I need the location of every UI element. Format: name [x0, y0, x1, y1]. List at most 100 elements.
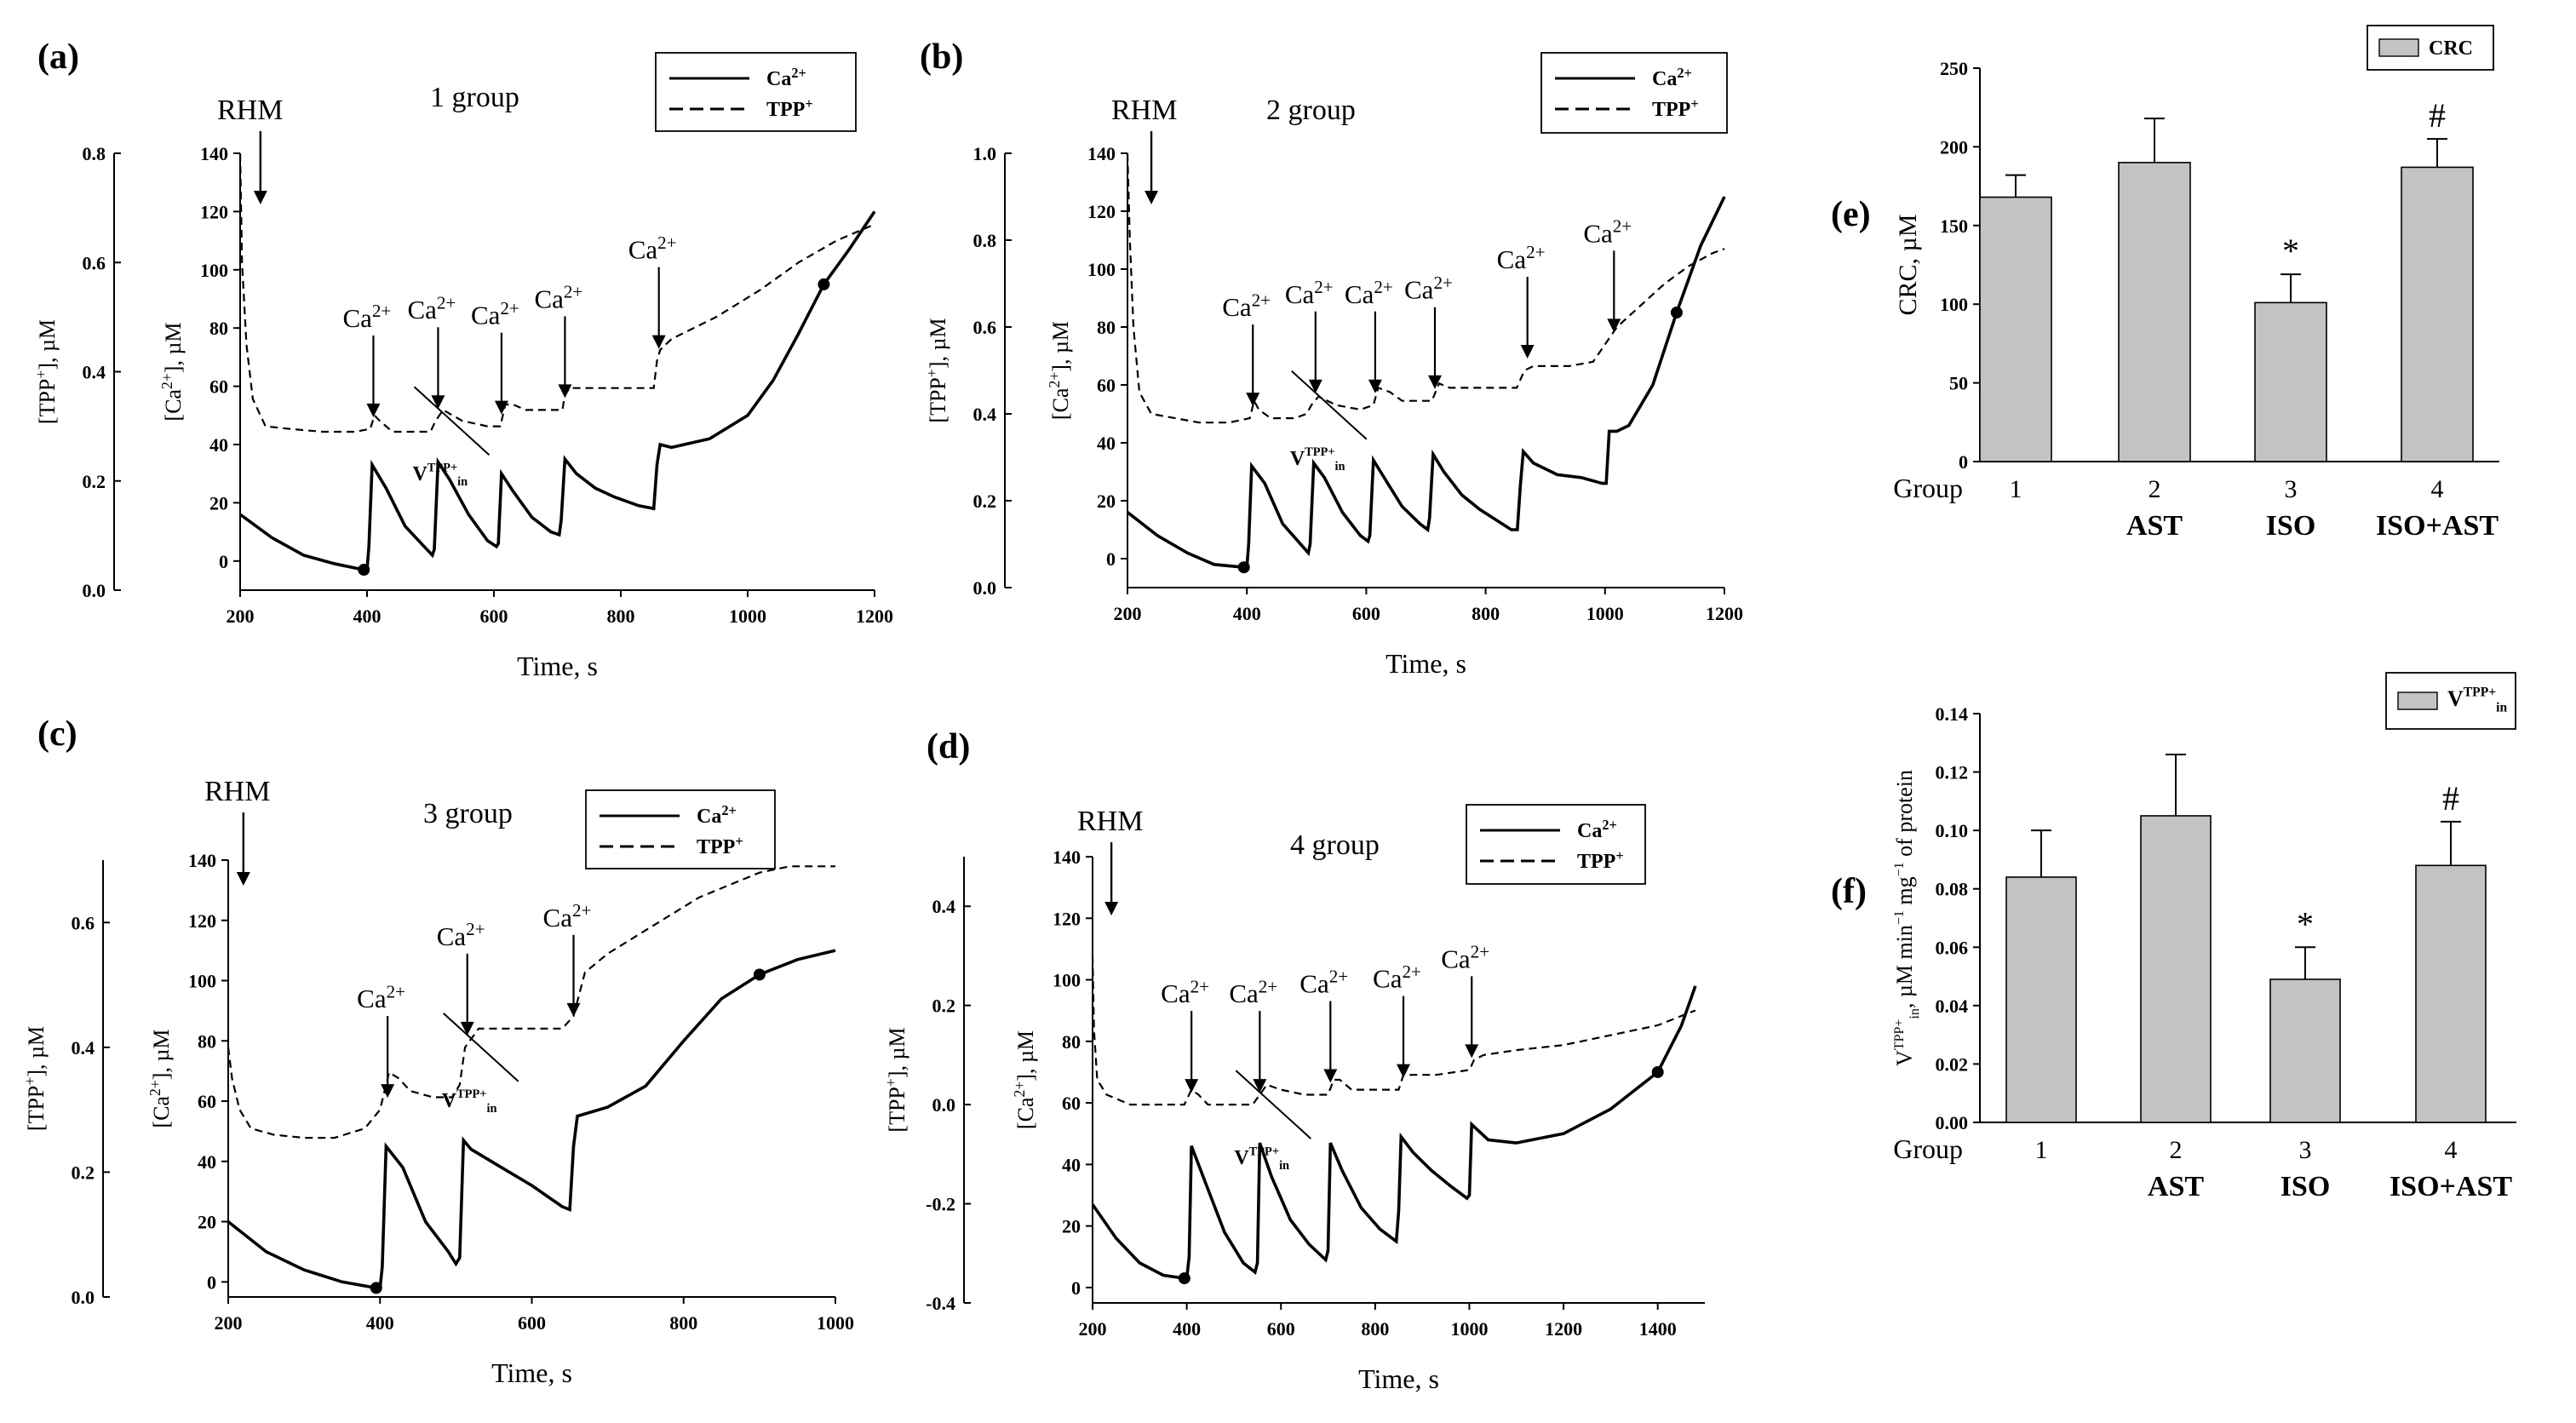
- ca-tick-label: 0: [1106, 548, 1116, 570]
- svg-text:[TPP+], µM: [TPP+], µM: [923, 318, 950, 422]
- panel-label: (d): [927, 727, 970, 766]
- tpp-series-line: [1126, 152, 1725, 424]
- ca-tick-label: 40: [198, 1151, 216, 1173]
- x-tick-label: 1000: [1450, 1318, 1488, 1340]
- rhm-arrow: [1104, 842, 1119, 915]
- ca-tick-label: 0: [1071, 1277, 1081, 1299]
- tpp-tick-label: 1.0: [973, 143, 997, 164]
- ca-addition-label: Ca2+: [407, 292, 456, 324]
- ca-tick-label: 80: [1097, 317, 1116, 338]
- ca-addition-label: Ca2+: [1441, 942, 1489, 974]
- svg-text:[Ca2+], µM: [Ca2+], µM: [146, 1029, 174, 1127]
- tpp-tick-label: 0.2: [72, 1162, 95, 1183]
- ca-tick-label: 140: [1053, 846, 1081, 868]
- category-label: 2: [2149, 475, 2161, 503]
- ca-addition-arrow: [1428, 307, 1443, 389]
- tpp-tick-label: 0.8: [83, 143, 106, 164]
- ca-end-point: [1651, 1065, 1664, 1078]
- x-tick-label: 800: [1472, 603, 1500, 624]
- y-tick-label: 0.06: [1936, 937, 1969, 958]
- x-axis-label: Time, s: [1386, 648, 1466, 679]
- svg-text:[TPP+], µM: [TPP+], µM: [32, 319, 60, 424]
- v-rate-label: VTPP+in: [1290, 445, 1345, 473]
- ca-start-point: [1237, 561, 1250, 574]
- tpp-tick-label: 0.4: [932, 896, 956, 917]
- legend-box: [1466, 804, 1646, 885]
- tpp-tick-label: 0.2: [83, 471, 106, 492]
- ca-tick-label: 140: [1087, 143, 1116, 164]
- category-label: 3: [2299, 1136, 2312, 1164]
- group-title: 4 group: [1290, 829, 1380, 861]
- ca-addition-arrow: [1368, 311, 1382, 393]
- y-tick-label: 250: [1940, 58, 1968, 79]
- bar: [2401, 166, 2474, 462]
- tpp-tick-label: -0.4: [926, 1293, 955, 1314]
- ca-addition-label: Ca2+: [534, 282, 582, 314]
- panel-label: (f): [1831, 872, 1867, 911]
- panel-f: (f) 0.00 0.02 0.04 0.06 0.08 0.10 0.12 0.14 VTPP+…: [1831, 672, 2516, 1202]
- svg-text:CRC, µM: CRC, µM: [1894, 215, 1922, 316]
- legend-tpp-label: TPP+: [697, 833, 743, 858]
- y-tick-label: 0: [1959, 451, 1968, 473]
- ca-addition-arrow: [1308, 311, 1322, 393]
- category-label: 1: [2035, 1136, 2048, 1164]
- bar: [2269, 978, 2341, 1123]
- v-rate-label: VTPP+in: [1234, 1145, 1289, 1173]
- x-tick-label: 400: [1233, 603, 1261, 624]
- ca-end-point: [818, 278, 830, 290]
- tpp-tick-label: 0.6: [973, 317, 997, 338]
- bar: [2118, 162, 2191, 462]
- ca-addition-label: Ca2+: [543, 900, 592, 932]
- x-axis-label: Time, s: [1358, 1363, 1439, 1394]
- legend-ca-label: Ca2+: [697, 802, 737, 828]
- tpp-tick-label: 0.2: [973, 491, 997, 512]
- legend: CRC: [2367, 25, 2494, 71]
- panel-c: (c) 3 group 200 400 600 800 1000 Time, s 0 20 40 60…: [21, 714, 854, 1388]
- ca-end-point: [753, 968, 766, 981]
- ca-addition-arrow: [494, 332, 508, 415]
- significance-mark: *: [2282, 232, 2299, 270]
- ca-series-line: [1126, 196, 1726, 569]
- y-tick-label: 0.02: [1936, 1053, 1969, 1075]
- ca-tick-label: 80: [209, 318, 228, 339]
- ca-addition-label: Ca2+: [1583, 216, 1632, 249]
- ca-addition-label: Ca2+: [1161, 976, 1209, 1008]
- ca-series-line: [1091, 985, 1697, 1280]
- ca-tick-label: 120: [188, 910, 216, 932]
- x-tick-label: 1200: [1706, 603, 1743, 624]
- v-rate-label: VTPP+in: [442, 1087, 497, 1116]
- legend-ca-label: Ca2+: [766, 65, 806, 90]
- ca-series-line: [238, 210, 876, 571]
- ca-addition-label: Ca2+: [1373, 961, 1421, 994]
- legend-box: [655, 52, 857, 132]
- ca-tick-label: 60: [1097, 375, 1116, 396]
- legend-swatch: [2397, 691, 2438, 710]
- ca-addition-arrow: [1607, 250, 1621, 333]
- ca-tick-label: 20: [198, 1212, 216, 1233]
- x-tick-label: 800: [607, 605, 635, 627]
- ca-tick-label: 40: [1062, 1154, 1081, 1175]
- ca-axis-label: [Ca2+], µM: [158, 322, 186, 421]
- svg-text:[Ca2+], µM: [Ca2+], µM: [1011, 1030, 1038, 1129]
- tpp-tick-label: 0.4: [83, 362, 106, 383]
- ca-addition-arrow: [381, 1016, 395, 1099]
- x-tick-label: 1000: [1586, 603, 1624, 624]
- category-label: 2: [2170, 1136, 2183, 1164]
- ca-tick-label: 60: [198, 1091, 216, 1112]
- x-tick-label: 400: [353, 605, 382, 627]
- tpp-series-line: [227, 865, 835, 1139]
- legend-box: [585, 789, 776, 869]
- x-tick-label: 600: [518, 1312, 546, 1334]
- bar: [1979, 196, 2052, 462]
- ca-tick-label: 100: [1053, 970, 1081, 991]
- ca-tick-label: 120: [1053, 908, 1081, 929]
- legend: Ca2+ TPP+: [585, 789, 776, 869]
- tpp-tick-label: 0.0: [83, 580, 106, 601]
- rhm-arrow: [236, 812, 250, 886]
- significance-mark: #: [2442, 779, 2459, 818]
- y-axis-label: VTPP+in, µM min−1 mg−1 of protein: [1892, 770, 1922, 1066]
- x-axis-label: Time, s: [517, 651, 598, 681]
- panel-b: (b) 2 group 200 400 600 800 1000 1200 Time, s 0 20…: [920, 37, 1743, 679]
- x-tick-label: 600: [480, 605, 508, 627]
